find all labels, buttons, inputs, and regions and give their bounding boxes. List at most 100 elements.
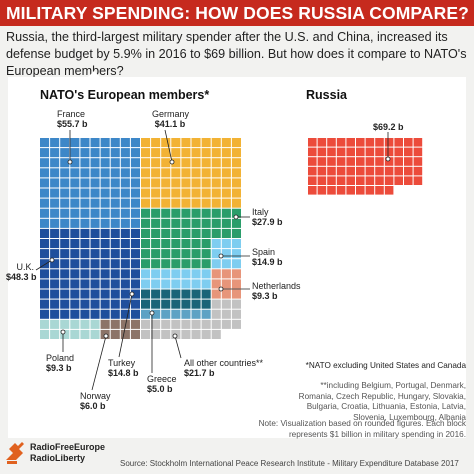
block-all-other-countries bbox=[141, 319, 151, 329]
block-germany bbox=[171, 178, 181, 188]
block-germany bbox=[191, 188, 201, 198]
block-netherlands bbox=[211, 269, 221, 279]
block-u-k bbox=[60, 299, 70, 309]
block-netherlands bbox=[231, 269, 241, 279]
block-germany bbox=[231, 158, 241, 168]
block-u-k bbox=[50, 279, 60, 289]
block-russia bbox=[404, 147, 413, 157]
block-turkey bbox=[181, 289, 191, 299]
block-russia bbox=[327, 138, 336, 147]
block-italy bbox=[151, 208, 161, 218]
block-germany bbox=[201, 138, 211, 148]
block-russia bbox=[384, 157, 394, 166]
block-france bbox=[60, 198, 70, 208]
block-france bbox=[120, 188, 130, 198]
block-turkey bbox=[201, 289, 211, 299]
block-turkey bbox=[151, 299, 161, 309]
block-italy bbox=[191, 259, 201, 269]
block-u-k bbox=[120, 299, 130, 309]
block-germany bbox=[221, 168, 231, 178]
block-italy bbox=[171, 208, 181, 218]
block-germany bbox=[191, 178, 201, 188]
others-note: **including Belgium, Portugal, Denmark, … bbox=[298, 381, 466, 422]
block-germany bbox=[161, 138, 171, 148]
block-italy bbox=[221, 228, 231, 238]
block-germany bbox=[141, 138, 151, 148]
block-germany bbox=[161, 188, 171, 198]
block-germany bbox=[141, 168, 151, 178]
block-france bbox=[120, 158, 130, 168]
block-germany bbox=[191, 198, 201, 208]
block-u-k bbox=[90, 239, 100, 249]
pointer-line bbox=[35, 259, 53, 271]
block-all-other-countries bbox=[211, 309, 221, 319]
block-france bbox=[90, 188, 100, 198]
block-netherlands bbox=[221, 279, 231, 289]
block-u-k bbox=[50, 309, 60, 319]
block-france bbox=[100, 218, 110, 228]
block-france bbox=[50, 208, 60, 218]
block-spain bbox=[221, 249, 231, 259]
block-russia bbox=[384, 176, 394, 185]
block-netherlands bbox=[231, 289, 241, 299]
block-turkey bbox=[171, 299, 181, 309]
label-norway-value: $6.0 b bbox=[80, 401, 106, 411]
block-germany bbox=[231, 178, 241, 188]
block-france bbox=[50, 178, 60, 188]
block-france bbox=[40, 138, 50, 148]
label-others: All other countries** $21.7 b bbox=[184, 358, 263, 378]
block-france bbox=[130, 208, 140, 218]
block-russia bbox=[308, 138, 317, 147]
block-italy bbox=[171, 239, 181, 249]
block-germany bbox=[171, 198, 181, 208]
block-u-k bbox=[110, 279, 120, 289]
block-greece bbox=[171, 309, 181, 319]
block-u-k bbox=[100, 309, 110, 319]
label-turkey-value: $14.8 b bbox=[108, 368, 139, 378]
block-russia bbox=[356, 166, 365, 176]
block-russia bbox=[384, 147, 394, 157]
block-spain bbox=[141, 269, 151, 279]
block-greece bbox=[181, 309, 191, 319]
block-russia bbox=[317, 157, 327, 166]
block-russia bbox=[375, 157, 384, 166]
label-netherlands-value: $9.3 b bbox=[252, 291, 278, 301]
block-germany bbox=[151, 198, 161, 208]
block-u-k bbox=[60, 289, 70, 299]
block-all-other-countries bbox=[191, 319, 201, 329]
pointer-dot bbox=[218, 286, 224, 292]
block-france bbox=[110, 158, 120, 168]
block-germany bbox=[141, 188, 151, 198]
block-russia bbox=[404, 157, 413, 166]
pointer-dot bbox=[233, 214, 239, 220]
block-russia bbox=[336, 147, 346, 157]
block-u-k bbox=[110, 289, 120, 299]
block-france bbox=[80, 168, 90, 178]
block-france bbox=[130, 218, 140, 228]
block-u-k bbox=[80, 239, 90, 249]
block-germany bbox=[231, 188, 241, 198]
block-netherlands bbox=[211, 279, 221, 289]
block-u-k bbox=[60, 239, 70, 249]
block-poland bbox=[70, 319, 80, 329]
block-italy bbox=[171, 218, 181, 228]
block-u-k bbox=[70, 299, 80, 309]
block-turkey bbox=[141, 299, 151, 309]
block-germany bbox=[221, 158, 231, 168]
block-spain bbox=[141, 279, 151, 289]
block-france bbox=[70, 188, 80, 198]
block-russia bbox=[346, 157, 355, 166]
block-u-k bbox=[130, 299, 140, 309]
block-france bbox=[130, 168, 140, 178]
block-france bbox=[100, 178, 110, 188]
label-france-value: $55.7 b bbox=[57, 119, 88, 129]
block-italy bbox=[211, 218, 221, 228]
block-germany bbox=[201, 168, 211, 178]
pointer-dot bbox=[60, 329, 66, 335]
block-u-k bbox=[40, 259, 50, 269]
block-france bbox=[70, 138, 80, 148]
block-russia bbox=[404, 166, 413, 176]
block-spain bbox=[151, 279, 161, 289]
block-france bbox=[110, 208, 120, 218]
block-germany bbox=[211, 198, 221, 208]
